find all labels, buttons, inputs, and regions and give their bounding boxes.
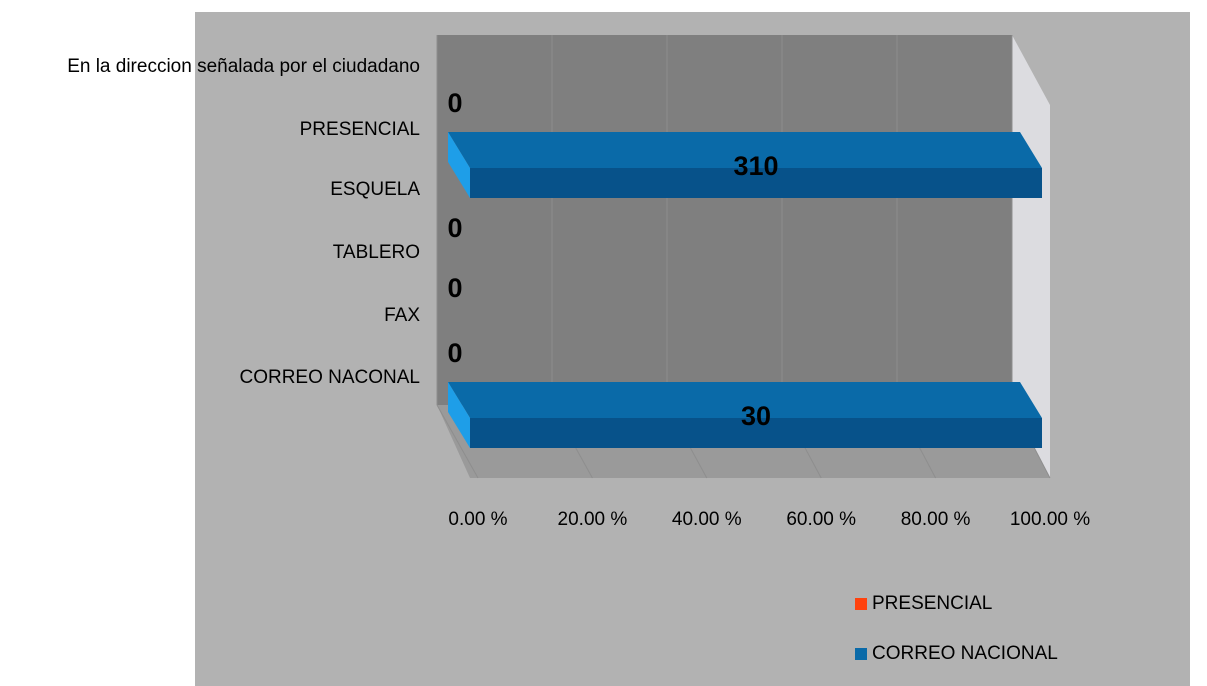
bar-face [448,132,1042,168]
x-tick-label: 80.00 % [901,509,971,530]
y-tick-label: FAX [384,305,420,326]
data-label: 0 [447,88,462,118]
y-tick-label: PRESENCIAL [300,119,420,140]
bar-face [448,132,470,198]
bar [448,132,1042,198]
y-tick-label: TABLERO [333,242,420,263]
x-tick-label: 100.00 % [1010,509,1090,530]
legend-label: CORREO NACIONAL [872,643,1058,664]
y-tick-label: CORREO NACONAL [239,367,420,388]
x-tick-label: 0.00 % [448,509,507,530]
bar-face [448,382,470,448]
data-label: 30 [741,401,771,431]
bar-face [470,168,1042,198]
data-label: 0 [447,213,462,243]
bar-face [470,418,1042,448]
bar-face [448,382,1042,418]
grid-line [436,404,479,479]
data-label: 0 [447,273,462,303]
x-tick-label: 40.00 % [672,509,742,530]
data-label: 0 [447,338,462,368]
bar [448,382,1042,448]
y-tick-label: ESQUELA [330,179,420,200]
legend-swatch [855,598,867,610]
legend-swatch [855,648,867,660]
legend-label: PRESENCIAL [872,593,992,614]
y-tick-label: En la direccion señalada por el ciudadan… [67,56,420,77]
x-tick-label: 20.00 % [558,509,628,530]
data-label: 310 [733,151,778,181]
x-tick-label: 60.00 % [786,509,856,530]
back-wall [437,35,1012,405]
